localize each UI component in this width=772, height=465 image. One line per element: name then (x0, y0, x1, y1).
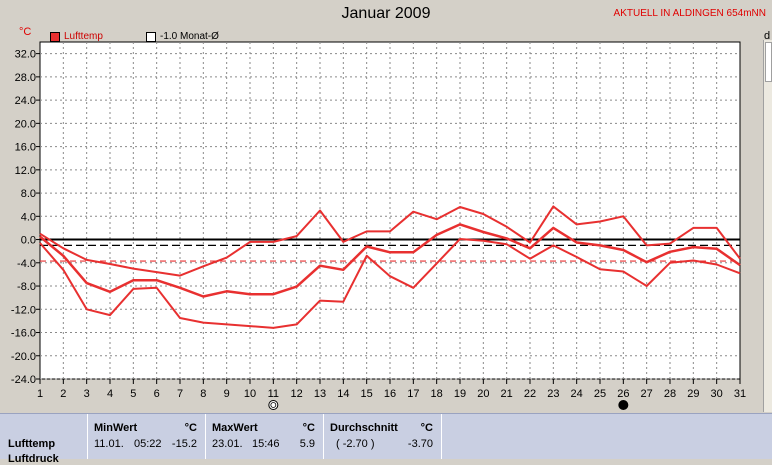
legend-label-lufttemp: Lufttemp (64, 31, 103, 42)
avg-ref: ( -2.70 ) (336, 438, 375, 450)
max-unit: °C (302, 422, 315, 434)
x-tick-label: 2 (60, 388, 66, 400)
x-tick-label: 25 (594, 388, 606, 400)
right-edge-label: d (764, 30, 771, 42)
legend-label-monat: -1.0 Monat-Ø (160, 31, 219, 42)
new-moon-inner-icon (270, 402, 277, 408)
summary-avg-cell: Durchschnitt °C ( -2.70 ) -3.70 (324, 414, 442, 459)
y-tick-label: 20.0 (15, 118, 36, 130)
summary-max-cell: MaxWert °C 23.01. 15:46 5.9 (206, 414, 324, 459)
chart-title: Januar 2009 (341, 5, 431, 22)
avg-unit: °C (420, 422, 433, 434)
x-tick-label: 24 (571, 388, 583, 400)
new-moon-icon (268, 400, 279, 410)
x-tick-label: 20 (477, 388, 489, 400)
x-tick-label: 16 (384, 388, 396, 400)
avg-value: -3.70 (407, 438, 433, 450)
summary-row-label-cell: Lufttemp Luftdruck (0, 414, 88, 465)
max-value: 5.9 (299, 438, 315, 450)
y-tick-label: -8.0 (17, 281, 36, 293)
y-tick-label: 28.0 (15, 72, 36, 84)
y-unit-label: °C (19, 26, 32, 38)
y-tick-label: -4.0 (17, 258, 36, 270)
x-tick-label: 22 (524, 388, 536, 400)
y-tick-label: -24.0 (11, 374, 36, 386)
x-tick-label: 9 (224, 388, 230, 400)
temperature-chart: 32.0 28.0 24.0 20.0 16.0 12.0 8.0 4.0 0.0 -4.0 -8.… (11, 41, 746, 410)
max-header: MaxWert (212, 422, 258, 434)
summary-panel: Lufttemp Luftdruck MinWert °C 11.01. 05:… (0, 413, 772, 465)
y-tick-label: 0.0 (21, 235, 36, 247)
x-tick-label: 29 (687, 388, 699, 400)
full-moon-icon (618, 400, 629, 410)
scrollbar-thumb[interactable] (765, 42, 772, 82)
min-time: 05:22 (134, 438, 162, 450)
x-tick-label: 18 (431, 388, 443, 400)
series-line (39, 223, 741, 298)
y-tick-label: -12.0 (11, 304, 36, 316)
min-value: -15.2 (171, 438, 197, 450)
max-date: 23.01. (212, 438, 243, 450)
series-line (39, 238, 741, 329)
legend-swatch-lufttemp (50, 31, 60, 42)
summary-row-label-partial: Luftdruck (8, 453, 59, 465)
legend-swatch-monat (146, 31, 156, 42)
min-date: 11.01. (94, 438, 124, 450)
x-tick-label: 15 (361, 388, 373, 400)
max-time: 15:46 (252, 438, 280, 450)
x-tick-label: 4 (107, 388, 113, 400)
x-tick-label: 13 (314, 388, 326, 400)
y-tick-label: 32.0 (15, 49, 36, 61)
x-tick-label: 5 (130, 388, 136, 400)
y-tick-label: 24.0 (15, 95, 36, 107)
y-tick-label: -20.0 (11, 351, 36, 363)
y-tick-label: 8.0 (21, 188, 36, 200)
y-tick-label: -16.0 (11, 328, 36, 340)
x-tick-label: 8 (200, 388, 206, 400)
x-tick-label: 19 (454, 388, 466, 400)
legend-item-monat[interactable]: -1.0 Monat-Ø (146, 31, 219, 42)
x-tick-label: 23 (547, 388, 559, 400)
x-tick-label: 21 (501, 388, 513, 400)
station-label: AKTUELL IN ALDINGEN 654mNN (613, 8, 766, 19)
x-tick-label: 10 (244, 388, 256, 400)
x-tick-label: 1 (37, 388, 43, 400)
y-tick-label: 4.0 (21, 211, 36, 223)
min-header: MinWert (94, 422, 138, 434)
min-unit: °C (184, 422, 197, 434)
x-tick-label: 31 (734, 388, 746, 400)
x-tick-label: 26 (617, 388, 629, 400)
summary-min-cell: MinWert °C 11.01. 05:22 -15.2 (88, 414, 206, 459)
legend-item-lufttemp[interactable]: Lufttemp (50, 31, 103, 42)
x-tick-label: 28 (664, 388, 676, 400)
avg-header: Durchschnitt (330, 422, 398, 434)
y-tick-label: 12.0 (15, 165, 36, 177)
x-tick-label: 3 (84, 388, 90, 400)
x-tick-label: 17 (407, 388, 419, 400)
series-line (39, 205, 741, 277)
x-tick-label: 14 (337, 388, 349, 400)
x-tick-label: 6 (154, 388, 160, 400)
x-tick-label: 30 (711, 388, 723, 400)
vertical-scrollbar[interactable] (763, 40, 772, 412)
summary-row-label: Lufttemp (8, 438, 56, 450)
x-tick-label: 11 (268, 388, 279, 400)
x-tick-label: 27 (641, 388, 653, 400)
x-tick-label: 7 (177, 388, 183, 400)
y-tick-label: 16.0 (15, 142, 36, 154)
x-tick-label: 12 (291, 388, 303, 400)
